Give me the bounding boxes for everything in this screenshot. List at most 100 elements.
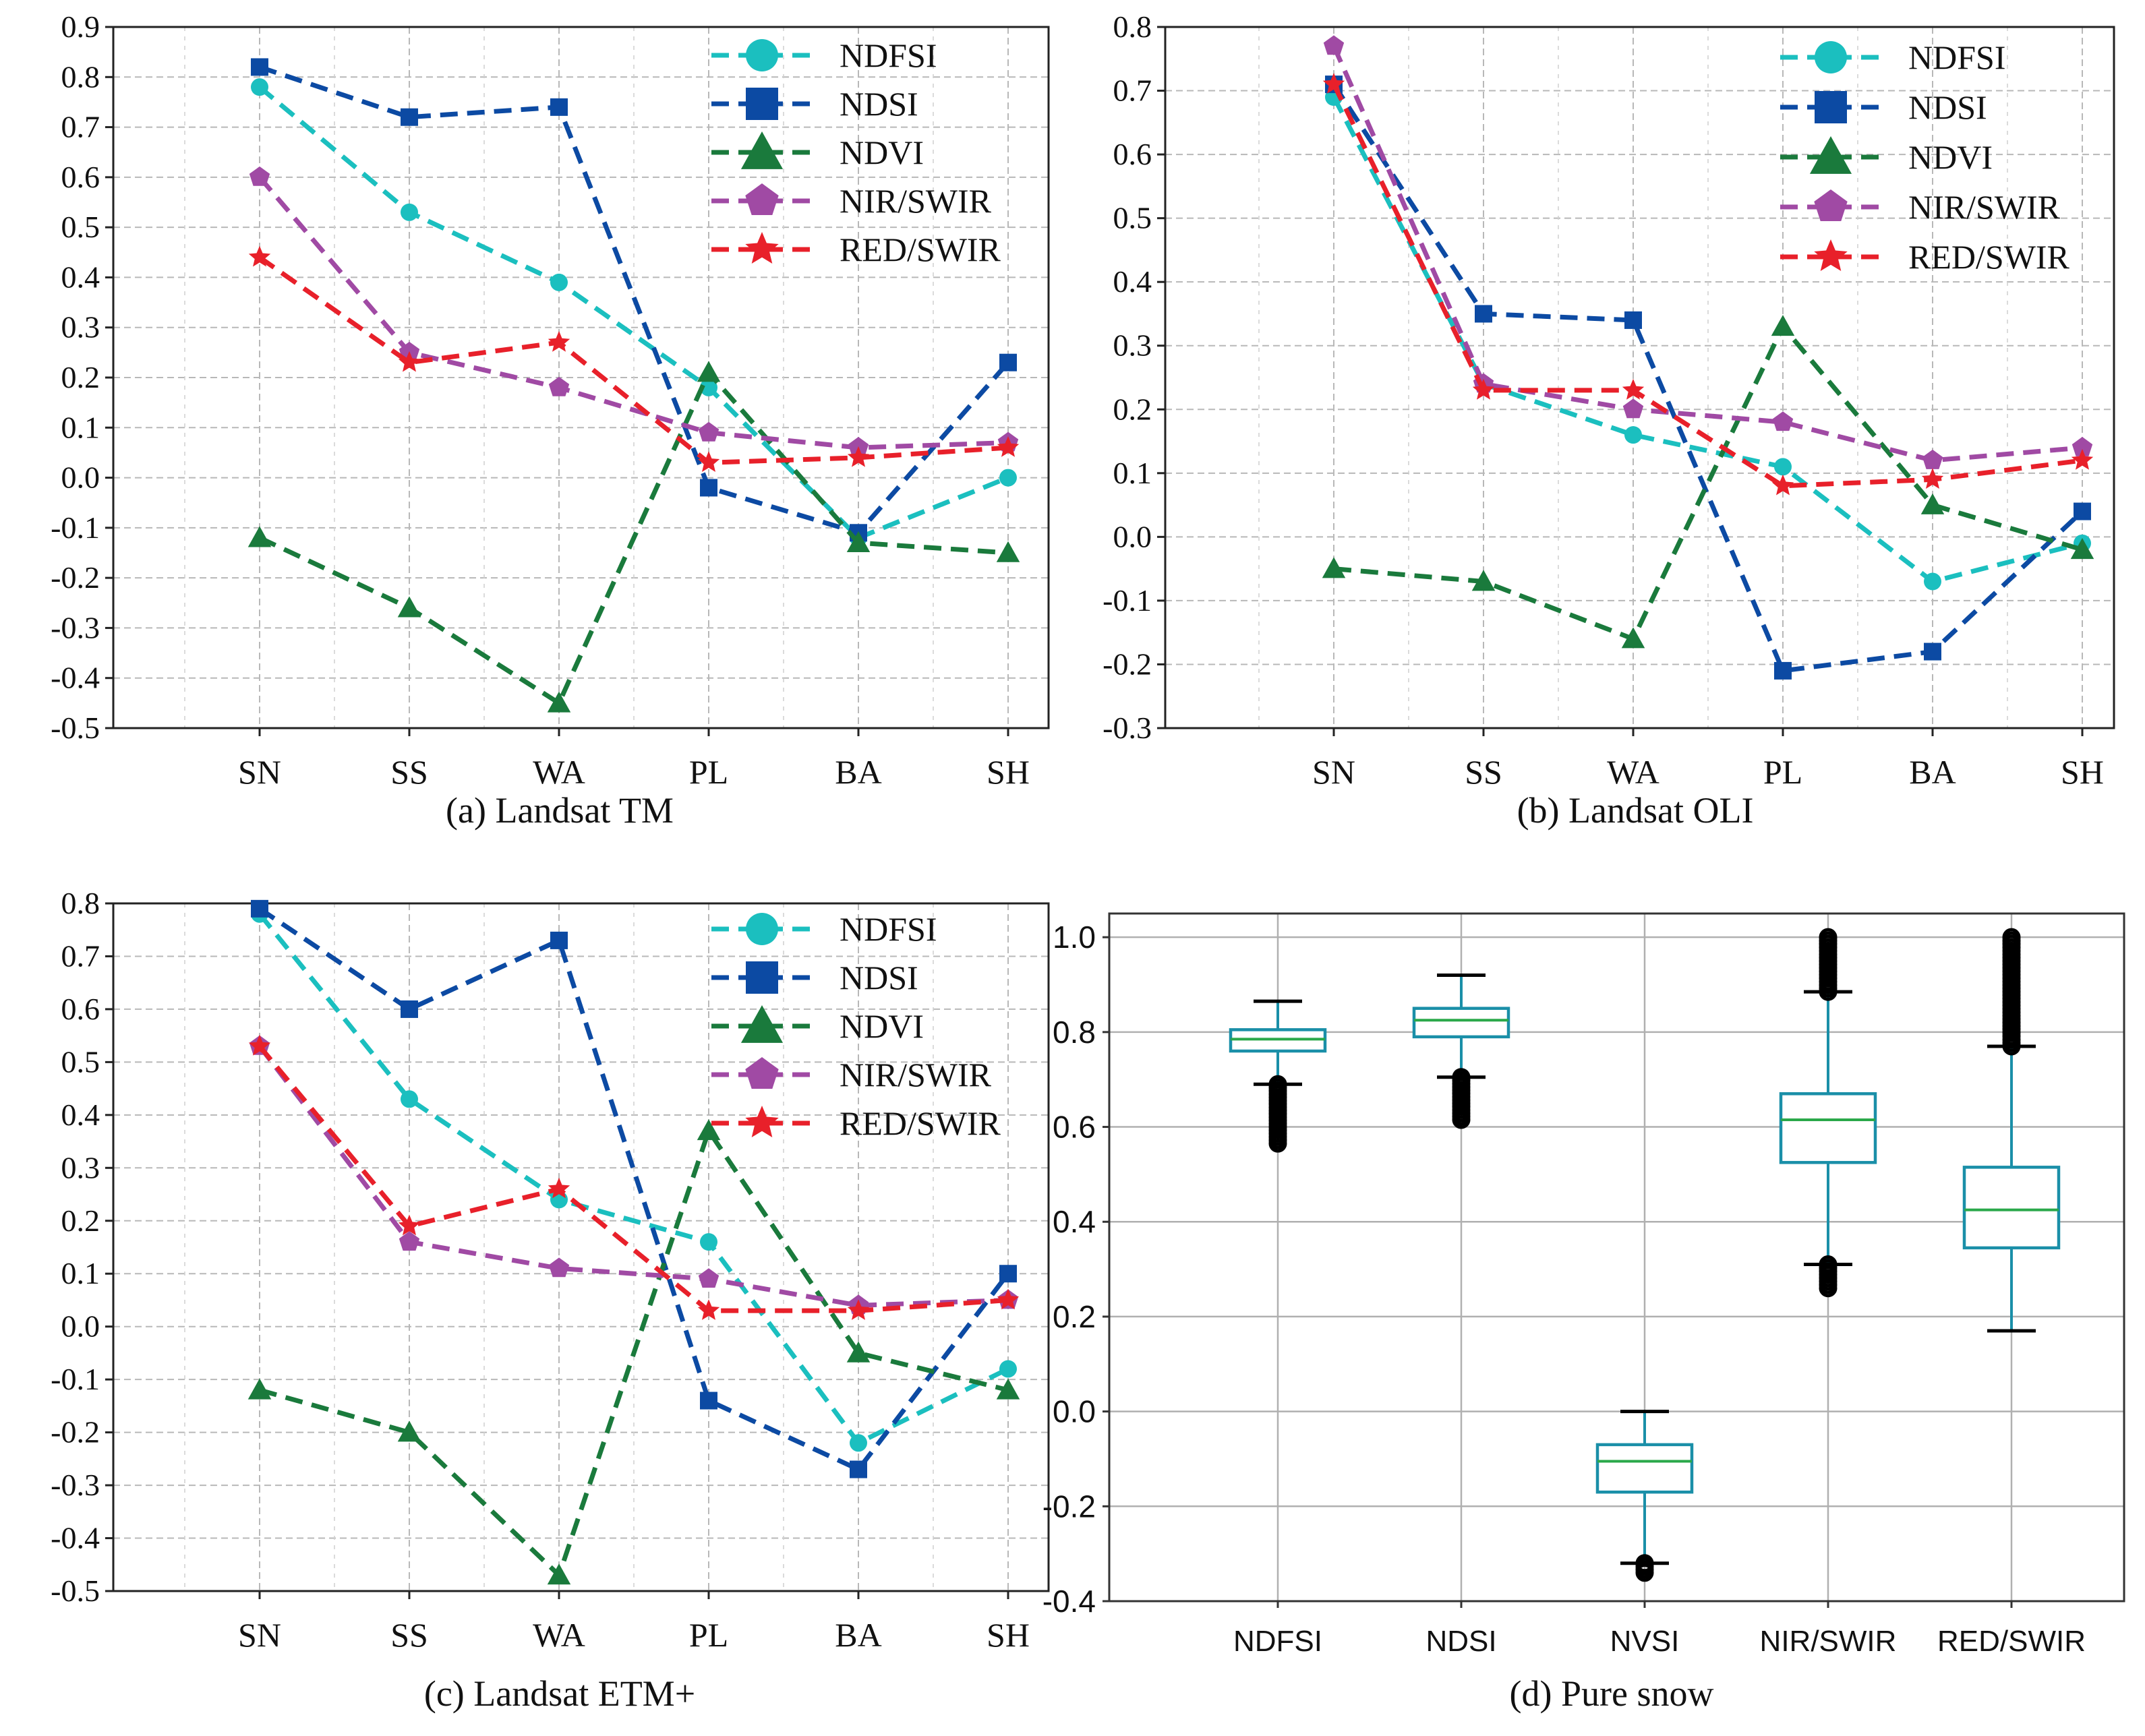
legend-marker-ndfsi bbox=[1815, 41, 1847, 73]
point-red-swir-pl bbox=[1771, 474, 1794, 496]
point-nir-swir-wa bbox=[548, 1257, 570, 1278]
legend-marker-ndvi bbox=[740, 131, 784, 169]
point-red-swir-sn bbox=[1322, 73, 1345, 94]
plot-frame bbox=[1108, 912, 2125, 1603]
point-red-swir-ba bbox=[1921, 468, 1944, 489]
legend-label-ndvi: NDVI bbox=[840, 1007, 924, 1045]
series-line-ndsi bbox=[258, 906, 1010, 1472]
x-tick-label-sn: SN bbox=[238, 753, 281, 791]
y-tick-label-12: 0.7 bbox=[61, 938, 100, 973]
point-ndsi-sh bbox=[999, 1265, 1017, 1283]
x-tick-label-nvsi: NVSI bbox=[1610, 1625, 1680, 1658]
point-ndsi-ss bbox=[401, 108, 418, 126]
x-tick-label-ba: BA bbox=[835, 753, 881, 791]
y-tick-label-4: -0.1 bbox=[51, 1362, 100, 1396]
point-ndsi-wa bbox=[550, 98, 568, 116]
point-nir-swir-sn bbox=[1323, 35, 1345, 55]
y-tick-label-8: 0.3 bbox=[61, 1150, 100, 1185]
point-ndsi-wa bbox=[550, 931, 568, 949]
panel-b-landsat-oli: -0.3 -0.2 -0.1 0.0 0.1 0.2 0.3 0.4 0.5 0.6 0.7 0.8 S… bbox=[1103, 9, 2115, 791]
legend-marker-ndfsi bbox=[746, 39, 778, 71]
point-nir-swir-sn bbox=[249, 166, 270, 186]
panel-a-landsat-tm: -0.5 -0.4 -0.3 -0.2 -0.1 0.0 0.1 0.2 0.3 0.4 0.5 0.… bbox=[51, 9, 1050, 791]
y-tick-label-2: -0.3 bbox=[51, 1468, 100, 1502]
grid bbox=[113, 26, 1049, 729]
y-tick-label-13: 0.8 bbox=[61, 59, 100, 94]
point-ndfsi-ba bbox=[1924, 572, 1941, 591]
legend-label-nir-swir: NIR/SWIR bbox=[1908, 188, 2061, 226]
point-ndsi-ss bbox=[1475, 305, 1492, 323]
y-tick-label-4: 0.4 bbox=[1053, 1204, 1096, 1239]
point-red-swir-sh bbox=[2071, 448, 2094, 470]
legend-label-ndfsi: NDFSI bbox=[840, 910, 937, 948]
y-tick-label-11: 0.6 bbox=[61, 992, 100, 1026]
y-tick-label-9: 0.6 bbox=[1113, 137, 1152, 171]
y-tick-label-0: -0.4 bbox=[1042, 1584, 1096, 1619]
point-ndfsi-pl bbox=[700, 1233, 717, 1251]
legend-marker-red-swir bbox=[1814, 239, 1848, 271]
x-tick-label-pl: PL bbox=[689, 753, 728, 791]
series-ndsi bbox=[251, 899, 1017, 1478]
y-tick-label-5: 0.0 bbox=[61, 460, 100, 495]
point-red-swir-ss bbox=[1472, 378, 1495, 400]
series-line-ndfsi bbox=[1331, 96, 2083, 585]
legend-label-red-swir: RED/SWIR bbox=[840, 1104, 1001, 1142]
legend-label-ndvi: NDVI bbox=[840, 133, 924, 171]
point-ndvi-sh bbox=[2070, 538, 2094, 560]
box-body-red-swir bbox=[1962, 1166, 2061, 1250]
point-ndvi-ss bbox=[397, 596, 421, 618]
legend-marker-nir-swir bbox=[745, 1057, 779, 1089]
legend-label-red-swir: RED/SWIR bbox=[1908, 238, 2070, 276]
x-tick-label-wa: WA bbox=[1607, 753, 1659, 791]
y-tick-label-2: 0.0 bbox=[1053, 1394, 1096, 1429]
y-tick-label-6: 0.3 bbox=[1113, 328, 1152, 363]
point-ndsi-ba bbox=[850, 1460, 867, 1478]
point-ndfsi-ss bbox=[401, 1090, 418, 1108]
y-tick-label-9: 0.4 bbox=[61, 1098, 100, 1132]
plot-frame bbox=[1164, 26, 2115, 729]
point-ndfsi-wa bbox=[1624, 426, 1642, 444]
legend-marker-ndsi bbox=[1815, 91, 1847, 123]
box-ndfsi bbox=[1229, 999, 1327, 1153]
point-ndvi-ba bbox=[846, 1341, 871, 1363]
point-red-swir-ss bbox=[398, 1214, 421, 1236]
box-body-nir-swir bbox=[1779, 1092, 1877, 1164]
y-tick-label-4: 0.1 bbox=[1113, 456, 1152, 490]
point-nir-swir-pl bbox=[1772, 411, 1794, 431]
legend: NDFSI NDSI NDVI NIR/SWIR RED/SWIR bbox=[711, 36, 1001, 268]
point-ndvi-sh bbox=[996, 1378, 1020, 1400]
point-ndsi-pl bbox=[700, 1391, 717, 1410]
point-ndvi-sn bbox=[247, 526, 272, 547]
point-ndfsi-sn bbox=[251, 78, 268, 96]
series-line-nir-swir bbox=[258, 175, 1009, 450]
point-ndvi-ba bbox=[846, 531, 871, 552]
legend: NDFSI NDSI NDVI NIR/SWIR RED/SWIR bbox=[1780, 38, 2070, 276]
series-red-swir bbox=[248, 245, 1020, 472]
y-tick-label-7: 0.2 bbox=[61, 1203, 100, 1238]
point-red-swir-pl bbox=[697, 451, 720, 472]
y-tick-label-8: 0.3 bbox=[61, 310, 100, 345]
point-ndsi-wa bbox=[1624, 311, 1642, 329]
y-tick-label-5: 0.6 bbox=[1053, 1110, 1096, 1145]
point-ndvi-pl bbox=[697, 361, 721, 382]
point-ndfsi-sh bbox=[999, 1360, 1017, 1378]
x-tick-label-pl: PL bbox=[1763, 753, 1802, 791]
series-line-ndfsi bbox=[258, 912, 1009, 1445]
y-tick-label-11: 0.6 bbox=[61, 160, 100, 194]
point-ndvi-wa bbox=[547, 691, 571, 713]
series-red-swir bbox=[1322, 73, 2094, 496]
y-tick-label-3: -0.2 bbox=[51, 560, 100, 595]
point-red-swir-sn bbox=[248, 245, 271, 267]
legend-marker-red-swir bbox=[745, 1106, 779, 1137]
y-tick-label-13: 0.8 bbox=[61, 886, 100, 920]
point-ndsi-sn bbox=[251, 899, 268, 918]
grid bbox=[1109, 914, 2124, 1603]
x-tick-label-sh: SH bbox=[987, 1616, 1030, 1654]
point-ndvi-pl bbox=[1771, 315, 1795, 336]
point-ndvi-sn bbox=[1322, 557, 1346, 578]
x-tick-label-sn: SN bbox=[1312, 753, 1355, 791]
point-red-swir-wa bbox=[548, 1177, 570, 1199]
y-tick-label-1: -0.2 bbox=[1103, 647, 1152, 681]
point-nir-swir-pl bbox=[698, 1268, 719, 1288]
legend-label-ndvi: NDVI bbox=[1908, 138, 1993, 176]
